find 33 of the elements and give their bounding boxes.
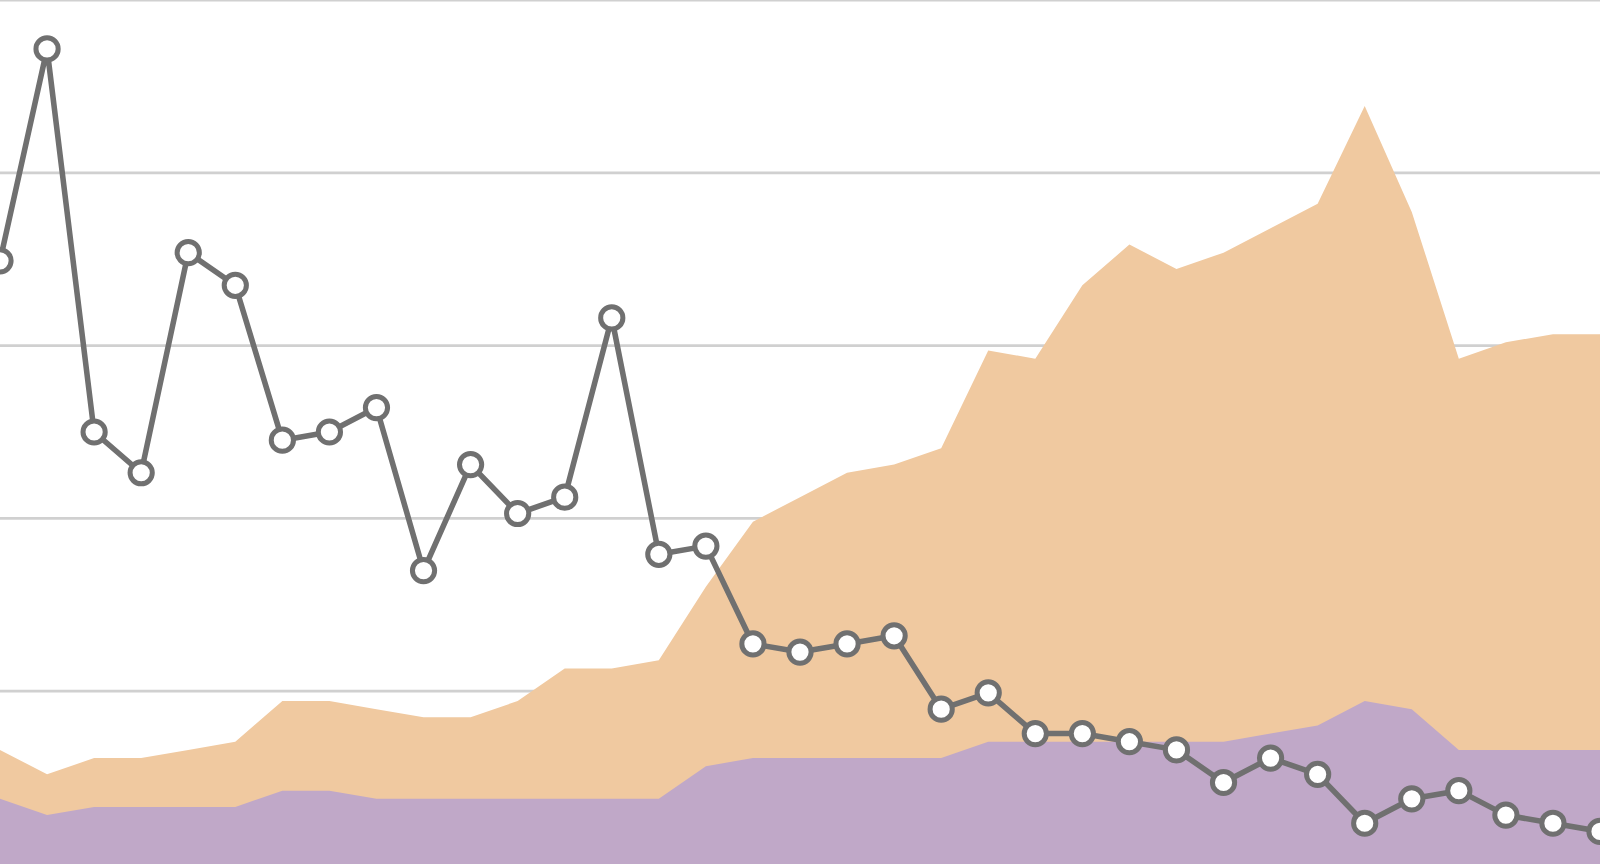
point (504, 499, 532, 528)
point (127, 459, 155, 487)
point (409, 556, 438, 585)
point (645, 540, 673, 568)
point (692, 532, 720, 560)
point (174, 239, 202, 267)
point (1162, 736, 1191, 764)
point (739, 630, 767, 658)
point (598, 304, 626, 332)
point (1445, 777, 1473, 805)
point (268, 426, 296, 454)
point (1398, 785, 1426, 813)
point (551, 483, 579, 511)
point (880, 622, 908, 650)
point (1209, 768, 1238, 797)
point (456, 450, 485, 479)
point (786, 638, 814, 666)
point (1068, 719, 1096, 748)
point (221, 271, 249, 299)
point (80, 418, 108, 446)
point (1351, 809, 1379, 837)
point (1304, 760, 1332, 788)
point (362, 393, 391, 422)
point (315, 418, 344, 446)
point (927, 695, 955, 723)
point (1492, 801, 1520, 829)
point (1256, 744, 1285, 772)
point (1115, 728, 1144, 756)
point (833, 630, 861, 658)
point (33, 35, 61, 63)
point (1021, 719, 1049, 748)
point (974, 679, 1002, 707)
point (1539, 809, 1567, 837)
